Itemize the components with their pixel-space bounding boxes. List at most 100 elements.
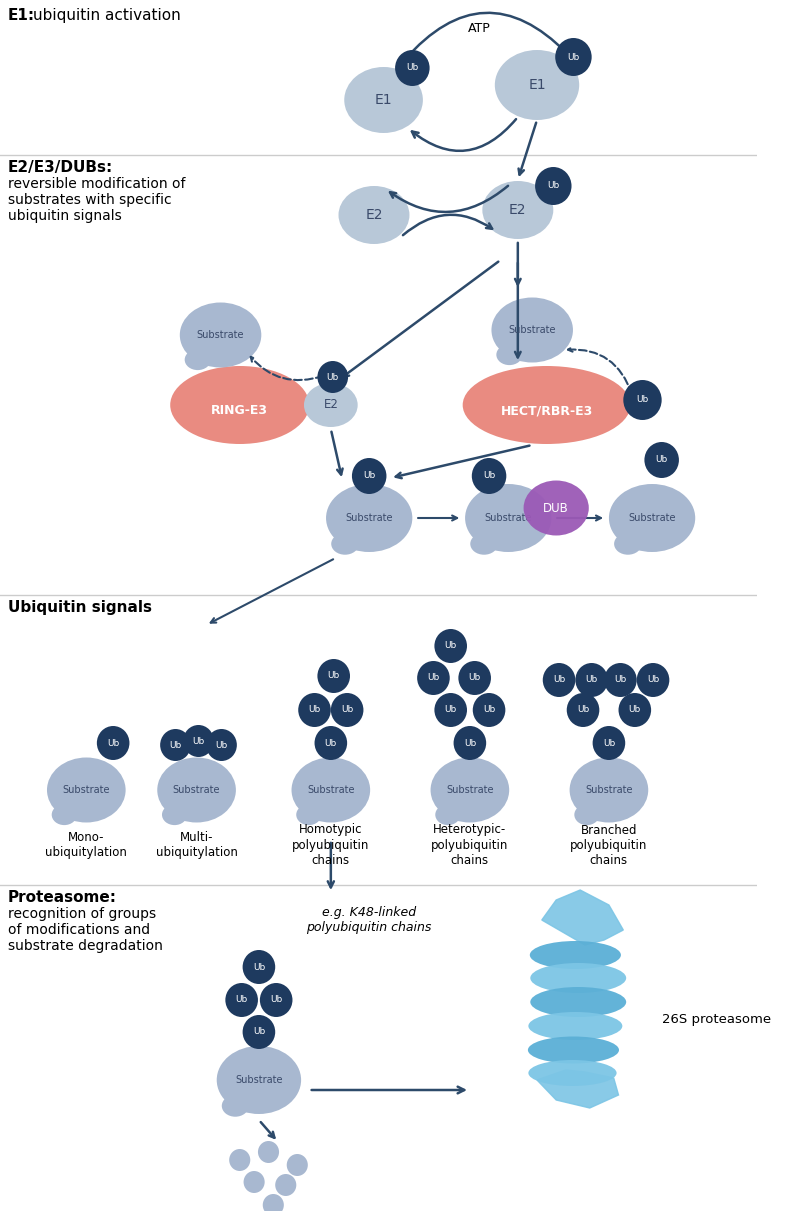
- Text: Substrate: Substrate: [508, 325, 556, 335]
- Text: Ub: Ub: [615, 676, 626, 684]
- Text: Ub: Ub: [363, 471, 376, 481]
- Circle shape: [242, 1015, 275, 1049]
- Ellipse shape: [304, 383, 357, 427]
- Ellipse shape: [609, 484, 695, 552]
- Ellipse shape: [217, 1046, 301, 1114]
- Text: Ub: Ub: [428, 673, 439, 683]
- Text: Ub: Ub: [406, 63, 418, 73]
- Ellipse shape: [291, 758, 370, 822]
- Ellipse shape: [530, 963, 626, 993]
- Text: Ub: Ub: [469, 673, 481, 683]
- Ellipse shape: [338, 186, 409, 243]
- Text: Ub: Ub: [603, 739, 615, 747]
- Circle shape: [567, 693, 600, 727]
- Circle shape: [555, 38, 592, 76]
- Ellipse shape: [528, 1037, 619, 1063]
- Text: Ub: Ub: [629, 706, 641, 714]
- Text: Ub: Ub: [252, 1027, 265, 1037]
- Text: Ub: Ub: [170, 740, 181, 750]
- Text: Ub: Ub: [444, 642, 457, 650]
- Ellipse shape: [496, 344, 522, 365]
- Text: Ub: Ub: [483, 471, 495, 481]
- Polygon shape: [542, 890, 623, 945]
- Text: Substrate: Substrate: [484, 513, 532, 523]
- Text: 26S proteasome: 26S proteasome: [662, 1014, 771, 1027]
- Ellipse shape: [326, 484, 413, 552]
- Text: Ub: Ub: [553, 676, 565, 684]
- Circle shape: [435, 693, 467, 727]
- Ellipse shape: [529, 1012, 623, 1040]
- Circle shape: [395, 50, 429, 86]
- Circle shape: [604, 662, 637, 698]
- Ellipse shape: [529, 941, 621, 969]
- Circle shape: [275, 1173, 297, 1196]
- Text: Substrate: Substrate: [585, 785, 633, 794]
- Text: Multi-
ubiquitylation: Multi- ubiquitylation: [155, 831, 237, 859]
- Circle shape: [435, 629, 467, 662]
- Text: Substrate: Substrate: [62, 785, 110, 794]
- Ellipse shape: [470, 533, 498, 555]
- Circle shape: [229, 1149, 250, 1171]
- Circle shape: [183, 725, 214, 757]
- Circle shape: [258, 1141, 279, 1163]
- Circle shape: [472, 458, 507, 494]
- Text: Substrate: Substrate: [196, 331, 245, 340]
- Circle shape: [543, 662, 575, 698]
- Text: Substrate: Substrate: [173, 785, 220, 794]
- Text: E1:: E1:: [8, 8, 35, 23]
- Ellipse shape: [170, 366, 309, 444]
- Ellipse shape: [52, 804, 77, 825]
- Text: Ub: Ub: [341, 706, 353, 714]
- Ellipse shape: [180, 303, 261, 367]
- Text: Ub: Ub: [548, 182, 559, 190]
- Text: Ub: Ub: [464, 739, 476, 747]
- Circle shape: [226, 983, 258, 1017]
- Text: DUB: DUB: [544, 501, 569, 515]
- Text: E1: E1: [375, 93, 392, 107]
- Text: E2: E2: [365, 208, 383, 222]
- Circle shape: [645, 442, 679, 478]
- Text: Substrate: Substrate: [307, 785, 354, 794]
- Text: e.g. K48-linked
polyubiquitin chains: e.g. K48-linked polyubiquitin chains: [306, 906, 432, 934]
- Ellipse shape: [157, 758, 236, 822]
- Text: E1: E1: [528, 78, 546, 92]
- Text: Heterotypic-
polyubiquitin
chains: Heterotypic- polyubiquitin chains: [432, 823, 509, 867]
- Circle shape: [315, 727, 347, 761]
- Ellipse shape: [465, 484, 552, 552]
- Text: ubiquitin activation: ubiquitin activation: [32, 8, 181, 23]
- Ellipse shape: [462, 366, 630, 444]
- Circle shape: [298, 693, 331, 727]
- Text: Ub: Ub: [577, 706, 589, 714]
- Text: Ub: Ub: [327, 373, 339, 381]
- Text: Ub: Ub: [567, 52, 580, 62]
- Ellipse shape: [492, 298, 573, 362]
- Circle shape: [97, 727, 129, 761]
- Text: ATP: ATP: [468, 22, 491, 34]
- Text: Proteasome:: Proteasome:: [8, 890, 117, 905]
- Circle shape: [593, 727, 625, 761]
- Circle shape: [244, 1171, 264, 1193]
- Circle shape: [286, 1154, 308, 1176]
- Text: HECT/RBR-E3: HECT/RBR-E3: [500, 404, 593, 418]
- Text: Ub: Ub: [444, 706, 457, 714]
- Ellipse shape: [296, 804, 321, 825]
- Text: Ub: Ub: [637, 396, 649, 404]
- Circle shape: [242, 949, 275, 985]
- Text: Substrate: Substrate: [235, 1075, 282, 1085]
- Text: Ub: Ub: [327, 672, 340, 681]
- Ellipse shape: [495, 50, 579, 120]
- Text: Ubiquitin signals: Ubiquitin signals: [8, 599, 151, 615]
- Ellipse shape: [529, 1060, 616, 1086]
- Text: Ub: Ub: [236, 995, 248, 1004]
- Circle shape: [623, 380, 662, 420]
- Ellipse shape: [222, 1095, 249, 1117]
- Text: RING-E3: RING-E3: [211, 404, 268, 418]
- Circle shape: [317, 659, 350, 693]
- Text: Ub: Ub: [193, 736, 204, 746]
- Ellipse shape: [574, 804, 600, 825]
- Circle shape: [458, 661, 491, 695]
- Circle shape: [619, 693, 651, 727]
- Text: Substrate: Substrate: [346, 513, 393, 523]
- Text: Ub: Ub: [270, 995, 282, 1004]
- Text: recognition of groups: recognition of groups: [8, 907, 155, 922]
